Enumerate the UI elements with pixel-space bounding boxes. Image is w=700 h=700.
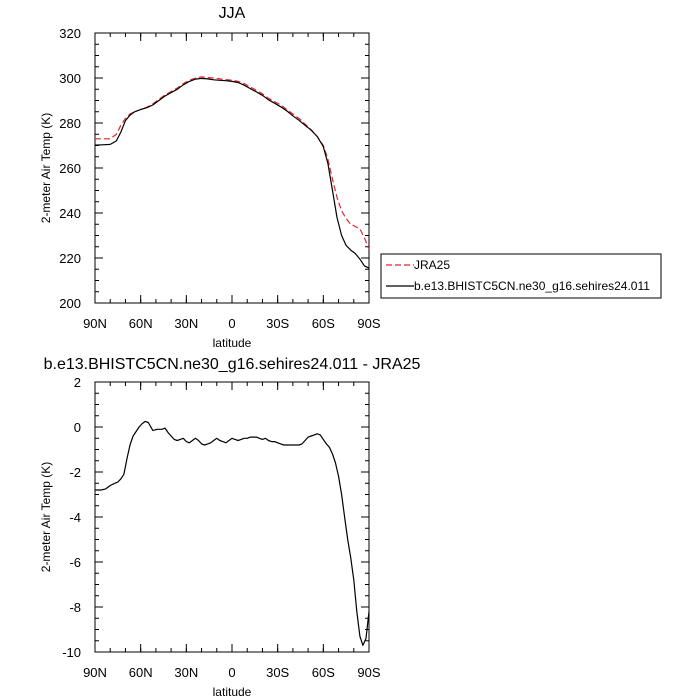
top-y-tick-label: 220 bbox=[59, 251, 81, 266]
legend-label: JRA25 bbox=[414, 258, 450, 272]
zonal-mean-temperature-chart: JJA 90N 60N 30N 0 30S 60S 90S 200 220 240 260 280 300… bbox=[39, 5, 381, 350]
legend-label: b.e13.BHISTC5CN.ne30_g16.sehires24.011 bbox=[414, 279, 650, 293]
top-series-line-b-e13-bhistc5cn-ne30-g16-sehires24-011 bbox=[94, 77, 370, 269]
top-plot-frame bbox=[94, 32, 370, 304]
top-x-tick-label: 60S bbox=[312, 316, 335, 331]
top-y-tick-label: 280 bbox=[59, 116, 81, 131]
bottom-y-tick-label: 2 bbox=[74, 375, 81, 390]
bottom-y-tick-label: 0 bbox=[74, 420, 81, 435]
top-x-tick-label: 30S bbox=[266, 316, 289, 331]
top-y-tick-label: 320 bbox=[59, 26, 81, 41]
top-x-tick-label: 30N bbox=[174, 316, 198, 331]
bottom-x-tick-label: 90N bbox=[83, 665, 107, 680]
bottom-y-tick-label: -4 bbox=[69, 510, 81, 525]
bottom-y-axis-label: 2-meter Air Temp (K) bbox=[39, 462, 53, 572]
bottom-x-tick-label: 30N bbox=[174, 665, 198, 680]
bottom-plot-frame bbox=[94, 381, 370, 653]
bottom-y-tick-label: -10 bbox=[62, 645, 81, 660]
top-x-tick-label: 60N bbox=[129, 316, 153, 331]
top-x-tick-label: 90N bbox=[83, 316, 107, 331]
top-x-tick-label: 90S bbox=[357, 316, 380, 331]
legend-box bbox=[380, 253, 662, 299]
top-x-tick-label: 0 bbox=[228, 316, 235, 331]
top-chart-title: JJA bbox=[219, 5, 246, 22]
bottom-x-tick-label: 90S bbox=[357, 665, 380, 680]
bottom-y-tick-label: -2 bbox=[69, 465, 81, 480]
top-y-tick-label: 260 bbox=[59, 161, 81, 176]
bottom-y-tick-label: -6 bbox=[69, 555, 81, 570]
legend: JRA25 b.e13.BHISTC5CN.ne30_g16.sehires24.… bbox=[380, 253, 662, 299]
bottom-x-tick-label: 60S bbox=[312, 665, 335, 680]
bottom-x-axis-label: latitude bbox=[213, 685, 252, 699]
top-y-axis-label: 2-meter Air Temp (K) bbox=[39, 113, 53, 223]
top-y-tick-label: 200 bbox=[59, 296, 81, 311]
bottom-x-tick-label: 0 bbox=[228, 665, 235, 680]
temperature-difference-chart: b.e13.BHISTC5CN.ne30_g16.sehires24.011 -… bbox=[39, 356, 421, 699]
bottom-chart-title: b.e13.BHISTC5CN.ne30_g16.sehires24.011 -… bbox=[44, 356, 421, 373]
top-y-tick-label: 300 bbox=[59, 71, 81, 86]
top-y-tick-label: 240 bbox=[59, 206, 81, 221]
bottom-series-line-difference bbox=[95, 420, 370, 646]
bottom-x-tick-label: 30S bbox=[266, 665, 289, 680]
bottom-y-tick-label: -8 bbox=[69, 600, 81, 615]
top-x-axis-label: latitude bbox=[213, 336, 252, 350]
bottom-x-tick-label: 60N bbox=[129, 665, 153, 680]
